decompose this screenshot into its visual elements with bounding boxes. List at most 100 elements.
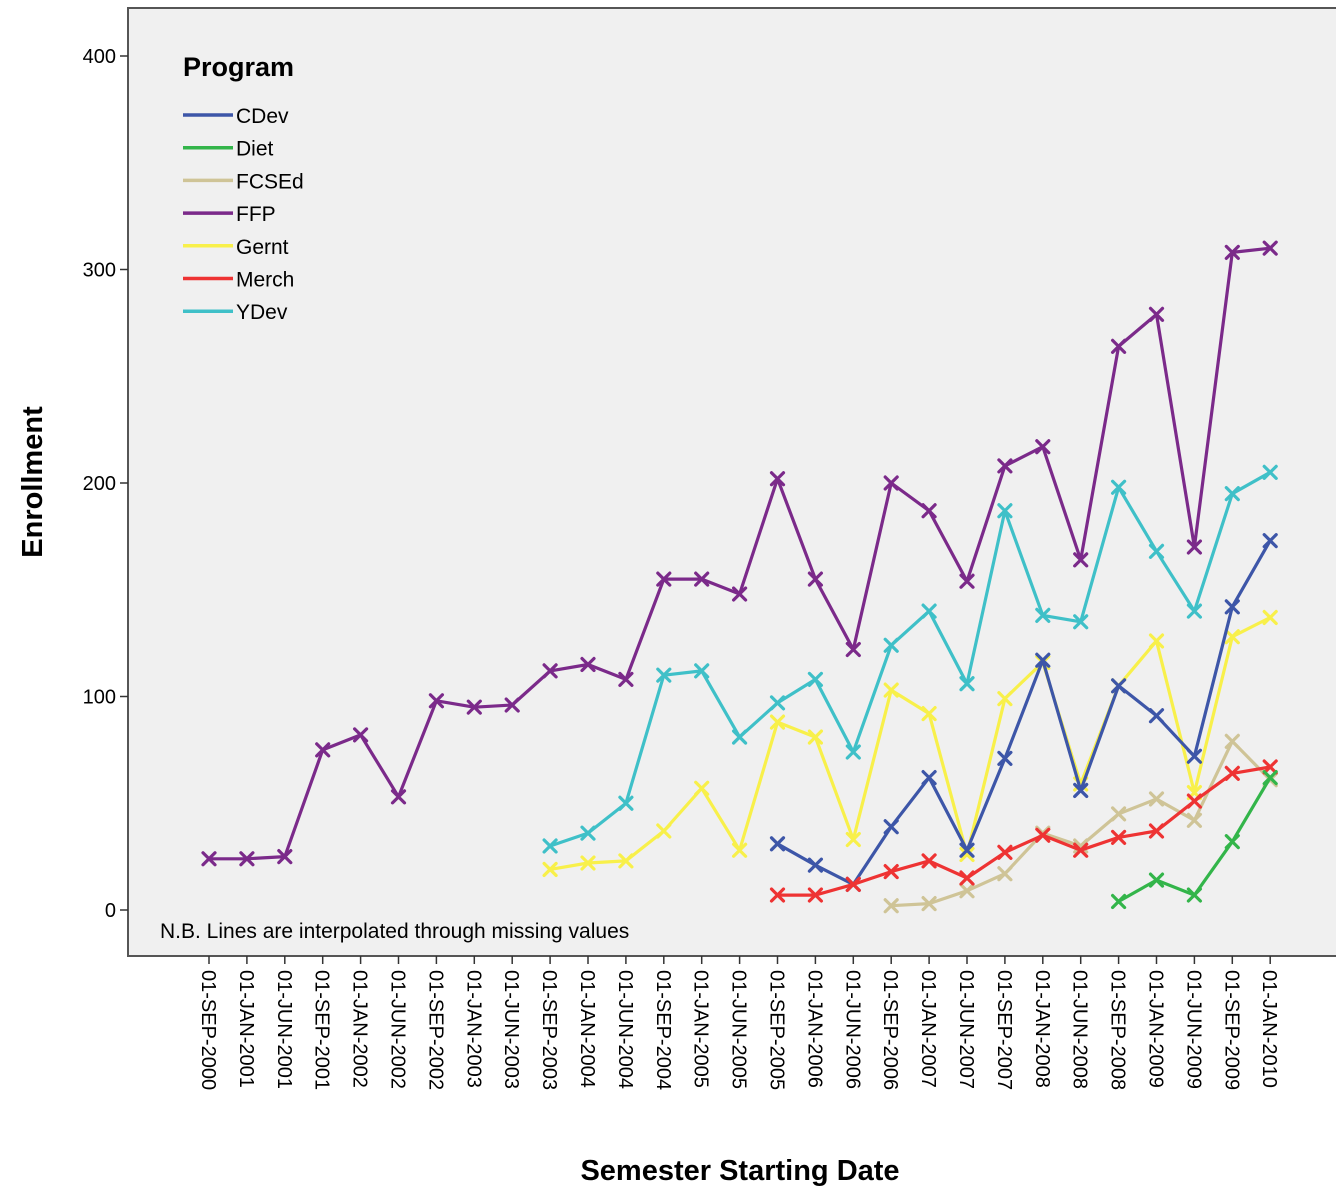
y-axis: 0 100 200 300 400: [83, 46, 128, 922]
point-fcsed-01-sep-2006: [883, 898, 899, 914]
x-tick-label-01-sep-2006: 01-SEP-2006: [879, 970, 901, 1090]
series-cdev: [769, 533, 1278, 892]
point-ydev-01-sep-2003: [542, 838, 558, 854]
point-ydev-01-jun-2008: [1073, 614, 1089, 630]
point-ffp-01-jun-2004: [618, 671, 634, 688]
x-tick-label-01-sep-2001: 01-SEP-2001: [311, 970, 333, 1090]
point-ffp-01-sep-2006: [883, 475, 899, 491]
x-axis: 01-SEP-2000 01-JAN-2001 01-JUN-2001 01-SEP-…: [197, 956, 1280, 1090]
point-gernt-01-sep-2007: [997, 691, 1013, 707]
point-cdev-01-jan-2008: [1035, 652, 1051, 668]
x-tick-label-01-sep-2008: 01-SEP-2008: [1107, 970, 1129, 1090]
x-tick-label-01-jan-2003: 01-JAN-2003: [462, 970, 484, 1088]
legend-label-fcsed: FCSEd: [236, 170, 304, 193]
x-tick-label-01-jan-2007: 01-JAN-2007: [917, 970, 939, 1088]
point-ffp-01-jun-2008: [1073, 552, 1089, 568]
y-tick-label-400: 400: [83, 46, 116, 68]
point-ffp-01-jan-2007: [921, 503, 937, 519]
point-ffp-01-jun-2006: [845, 641, 861, 658]
point-gernt-01-jan-2009: [1148, 633, 1165, 649]
point-cdev-01-jun-2008: [1073, 782, 1089, 799]
point-cdev-01-jan-2009: [1148, 708, 1165, 724]
point-gernt-01-jun-2005: [732, 842, 748, 858]
point-ydev-01-sep-2004: [656, 667, 672, 683]
point-ydev-01-sep-2006: [883, 637, 899, 653]
point-merch-01-jan-2006: [807, 887, 823, 903]
point-gernt-01-jan-2005: [694, 780, 710, 796]
plot-area: [127, 7, 1336, 957]
legend-label-diet: Diet: [236, 138, 274, 161]
x-tick-label-01-jan-2006: 01-JAN-2006: [803, 970, 825, 1088]
point-merch-01-sep-2009: [1224, 765, 1240, 781]
point-merch-01-jun-2008: [1073, 842, 1089, 858]
point-ffp-01-sep-2008: [1111, 338, 1127, 354]
point-cdev-01-jun-2007: [959, 842, 975, 858]
x-tick-label-01-jan-2005: 01-JAN-2005: [690, 970, 712, 1088]
point-ydev-01-jan-2005: [694, 663, 710, 679]
x-tick-label-01-jun-2002: 01-JUN-2002: [387, 970, 409, 1089]
x-tick-label-01-jun-2007: 01-JUN-2007: [955, 970, 977, 1089]
x-tick-label-01-sep-2005: 01-SEP-2005: [766, 970, 788, 1090]
point-fcsed-01-jan-2007: [921, 895, 937, 912]
point-ffp-01-jan-2010: [1262, 240, 1278, 256]
point-ffp-01-jan-2008: [1035, 439, 1051, 455]
interpolation-note: N.B. Lines are interpolated through miss…: [160, 920, 629, 943]
point-fcsed-01-jun-2009: [1186, 812, 1202, 828]
y-axis-title: Enrollment: [17, 406, 49, 558]
point-ffp-01-sep-2001: [315, 742, 331, 758]
point-merch-01-sep-2008: [1111, 829, 1127, 846]
point-diet-01-sep-2009: [1224, 834, 1240, 850]
x-tick-label-01-jan-2008: 01-JAN-2008: [1031, 970, 1053, 1088]
series-line-ydev: [549, 470, 1271, 848]
x-tick-label-01-jan-2009: 01-JAN-2009: [1145, 970, 1167, 1088]
x-tick-label-01-jan-2004: 01-JAN-2004: [576, 970, 598, 1088]
point-merch-01-jun-2007: [959, 870, 975, 886]
point-gernt-01-jun-2006: [845, 831, 861, 848]
point-fcsed-01-sep-2007: [997, 866, 1013, 882]
series-merch: [769, 759, 1278, 903]
point-ydev-01-jan-2004: [580, 825, 596, 841]
point-gernt-01-jan-2006: [807, 729, 823, 745]
point-ffp-01-sep-2005: [769, 471, 786, 487]
point-ffp-01-jun-2002: [390, 789, 407, 805]
point-merch-01-jan-2007: [921, 853, 937, 869]
legend-items: CDev Diet FCSEd FFP Gernt Merch YDev: [183, 105, 304, 324]
point-gernt-01-jan-2004: [580, 855, 596, 871]
point-merch-01-sep-2007: [997, 844, 1013, 860]
x-tick-label-01-jun-2009: 01-JUN-2009: [1182, 970, 1204, 1089]
point-fcsed-01-sep-2008: [1111, 806, 1127, 822]
x-tick-label-01-sep-2003: 01-SEP-2003: [538, 970, 560, 1090]
point-cdev-01-jan-2006: [807, 857, 823, 873]
point-gernt-01-jun-2004: [618, 853, 634, 869]
point-cdev-01-jun-2009: [1186, 748, 1202, 764]
x-tick-label-01-jun-2008: 01-JUN-2008: [1069, 970, 1091, 1089]
point-ydev-01-jun-2006: [845, 744, 861, 760]
point-ydev-01-jan-2010: [1262, 464, 1278, 480]
point-ffp-01-sep-2000: [201, 851, 217, 867]
point-ydev-01-sep-2008: [1111, 479, 1127, 495]
point-ffp-01-sep-2007: [997, 458, 1013, 474]
series-ydev: [542, 464, 1278, 854]
legend-label-cdev: CDev: [236, 105, 289, 128]
point-diet-01-jun-2009: [1186, 887, 1202, 903]
legend-label-ffp: FFP: [236, 203, 276, 226]
legend: Program CDev Diet FCSEd FFP Gernt Merch YDev: [183, 52, 304, 324]
point-cdev-01-jan-2007: [921, 770, 937, 786]
point-ffp-01-jun-2009: [1186, 539, 1202, 555]
point-ffp-01-sep-2009: [1224, 244, 1240, 261]
point-merch-01-jan-2008: [1035, 827, 1051, 843]
point-ffp-01-jan-2001: [239, 851, 255, 867]
x-tick-label-01-jan-2002: 01-JAN-2002: [349, 970, 371, 1088]
x-tick-label-01-jun-2004: 01-JUN-2004: [614, 970, 636, 1089]
point-ffp-01-jan-2006: [807, 571, 823, 587]
x-tick-label-01-sep-2007: 01-SEP-2007: [993, 970, 1015, 1090]
point-ffp-01-jan-2004: [580, 656, 596, 673]
point-ydev-01-jan-2008: [1035, 607, 1051, 623]
point-ffp-01-jun-2003: [504, 697, 520, 713]
point-ffp-01-sep-2004: [656, 571, 672, 587]
point-merch-01-jan-2009: [1148, 823, 1165, 839]
point-gernt-01-sep-2004: [656, 823, 672, 839]
point-ffp-01-sep-2003: [542, 663, 558, 679]
point-diet-01-jan-2010: [1262, 770, 1278, 786]
